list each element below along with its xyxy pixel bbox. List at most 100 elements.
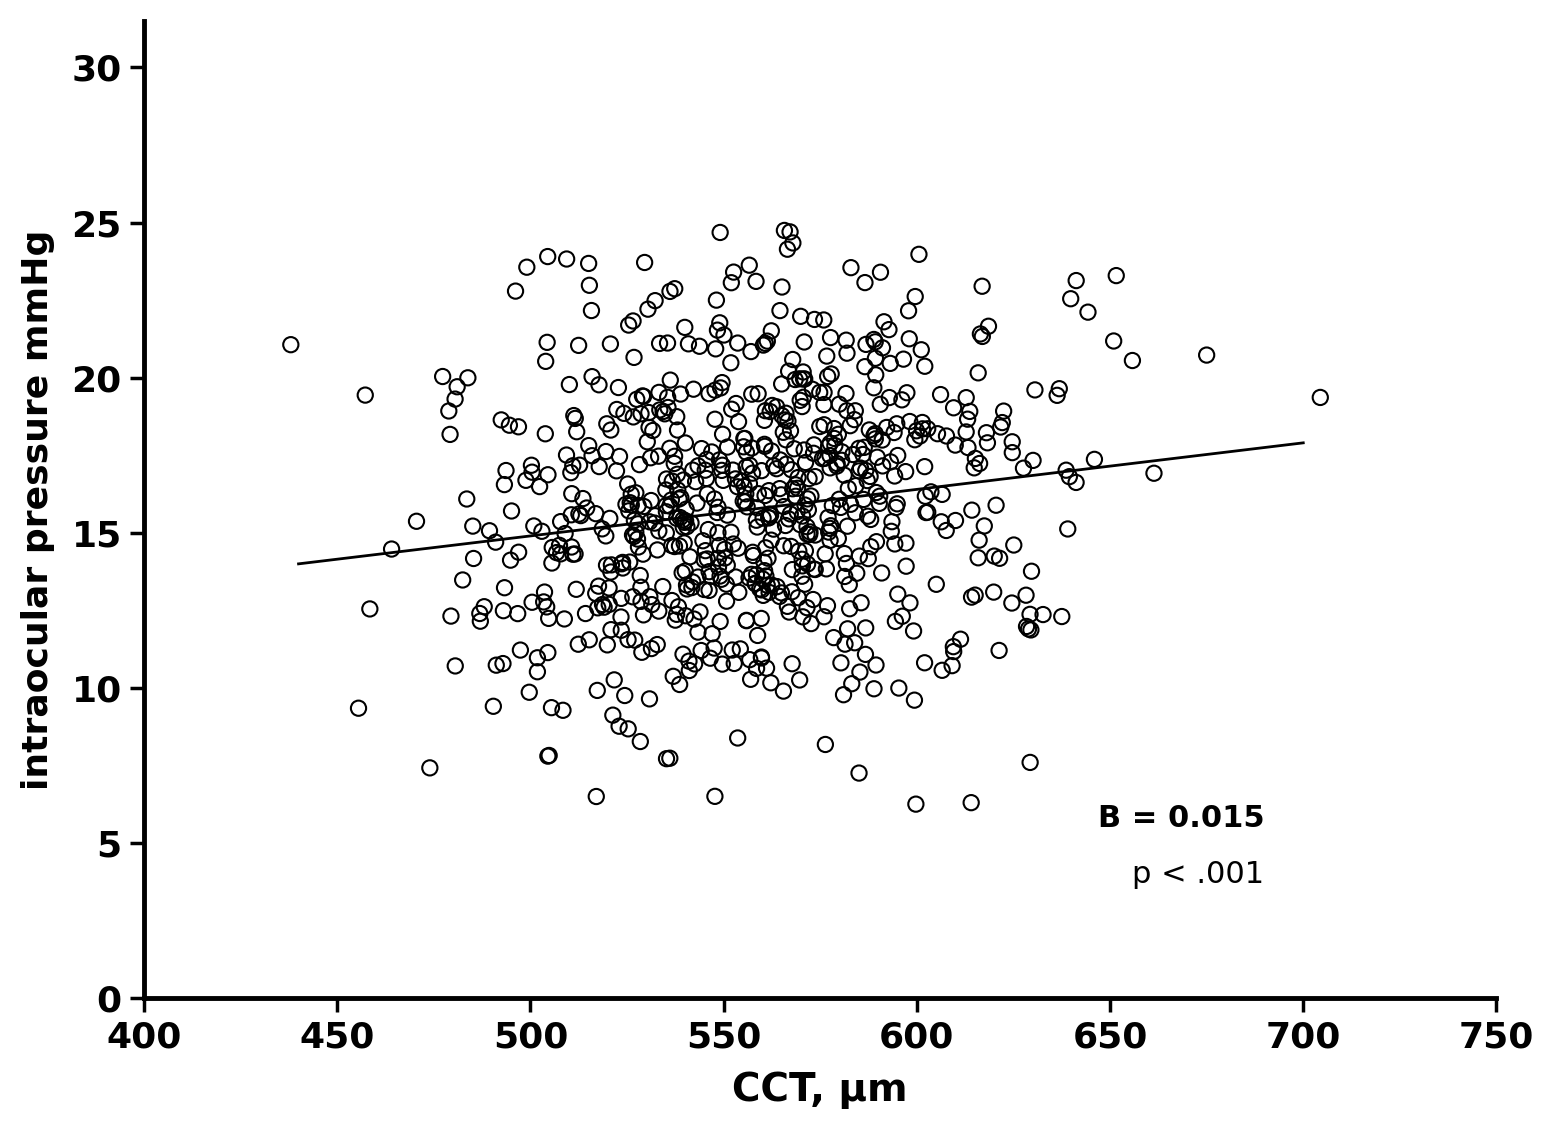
Point bbox=[577, 631, 602, 649]
Point bbox=[835, 402, 860, 420]
Point bbox=[583, 788, 608, 806]
Point bbox=[521, 516, 546, 534]
Point bbox=[843, 504, 868, 522]
Point bbox=[1059, 289, 1084, 307]
Point bbox=[739, 385, 764, 403]
Point bbox=[602, 671, 627, 689]
Point bbox=[499, 502, 524, 520]
Point bbox=[557, 375, 582, 393]
Point bbox=[824, 454, 849, 472]
Point bbox=[877, 321, 902, 339]
Point bbox=[731, 492, 756, 510]
Point bbox=[616, 475, 641, 493]
Point bbox=[628, 579, 653, 597]
Point bbox=[868, 263, 893, 281]
Point bbox=[552, 610, 577, 628]
Point bbox=[659, 591, 684, 609]
Point bbox=[653, 496, 678, 514]
Point bbox=[737, 568, 762, 586]
Point bbox=[764, 460, 788, 478]
Point bbox=[858, 468, 883, 486]
Point bbox=[795, 525, 819, 544]
Point bbox=[734, 443, 759, 461]
Point bbox=[673, 607, 698, 625]
Point bbox=[625, 515, 650, 533]
Point bbox=[689, 642, 714, 660]
Point bbox=[491, 476, 516, 494]
Point bbox=[532, 593, 557, 611]
Point bbox=[737, 651, 762, 669]
Point bbox=[586, 458, 611, 476]
Point bbox=[1120, 351, 1144, 370]
Point bbox=[823, 436, 847, 454]
Point bbox=[930, 661, 955, 679]
Point bbox=[725, 334, 750, 353]
Point bbox=[706, 549, 731, 567]
Point bbox=[488, 411, 513, 429]
Point bbox=[919, 483, 944, 501]
Point bbox=[722, 534, 746, 553]
Point bbox=[507, 544, 532, 562]
Point bbox=[1076, 303, 1101, 321]
Point bbox=[750, 570, 774, 588]
Point bbox=[885, 495, 910, 513]
Point bbox=[846, 440, 871, 458]
Point bbox=[462, 549, 487, 567]
Point bbox=[586, 376, 611, 394]
Point bbox=[858, 511, 883, 529]
Point bbox=[847, 462, 872, 480]
Point bbox=[847, 459, 872, 477]
Point bbox=[687, 603, 712, 622]
Point bbox=[672, 534, 697, 553]
Point bbox=[801, 436, 826, 454]
Point bbox=[686, 623, 711, 641]
Point bbox=[616, 631, 641, 649]
Point bbox=[732, 493, 757, 511]
Point bbox=[606, 718, 631, 736]
Point bbox=[642, 292, 667, 310]
Point bbox=[871, 457, 896, 475]
Point bbox=[844, 564, 869, 582]
Point bbox=[949, 631, 973, 649]
Point bbox=[708, 451, 732, 469]
Point bbox=[606, 447, 631, 466]
Point bbox=[715, 438, 740, 457]
Point bbox=[942, 436, 967, 454]
Point bbox=[791, 575, 816, 593]
Point bbox=[656, 399, 681, 417]
Point bbox=[776, 412, 801, 431]
Point bbox=[709, 571, 734, 589]
Point bbox=[477, 522, 502, 540]
Point bbox=[781, 480, 805, 498]
Point bbox=[533, 353, 558, 371]
Point bbox=[773, 516, 798, 534]
Point bbox=[740, 547, 765, 565]
Point bbox=[647, 602, 672, 620]
Point bbox=[774, 241, 799, 259]
Point bbox=[877, 355, 902, 373]
Point bbox=[673, 434, 698, 452]
Point bbox=[751, 336, 776, 354]
Point bbox=[704, 292, 729, 310]
Point bbox=[536, 609, 561, 627]
Point bbox=[963, 450, 987, 468]
Point bbox=[866, 494, 891, 512]
Point bbox=[620, 588, 645, 606]
Point bbox=[697, 384, 722, 402]
Point bbox=[519, 593, 544, 611]
Point bbox=[680, 579, 704, 597]
Point bbox=[784, 487, 809, 505]
Point bbox=[583, 505, 608, 523]
Point bbox=[627, 455, 652, 473]
Point bbox=[773, 405, 798, 423]
Point bbox=[838, 495, 863, 513]
Point bbox=[666, 481, 690, 499]
Point bbox=[599, 563, 624, 581]
Point bbox=[659, 490, 684, 509]
Point bbox=[981, 547, 1006, 565]
Point bbox=[750, 581, 774, 599]
Point bbox=[1011, 459, 1036, 477]
Point bbox=[1019, 563, 1043, 581]
Point bbox=[770, 278, 795, 296]
Point bbox=[753, 334, 778, 353]
